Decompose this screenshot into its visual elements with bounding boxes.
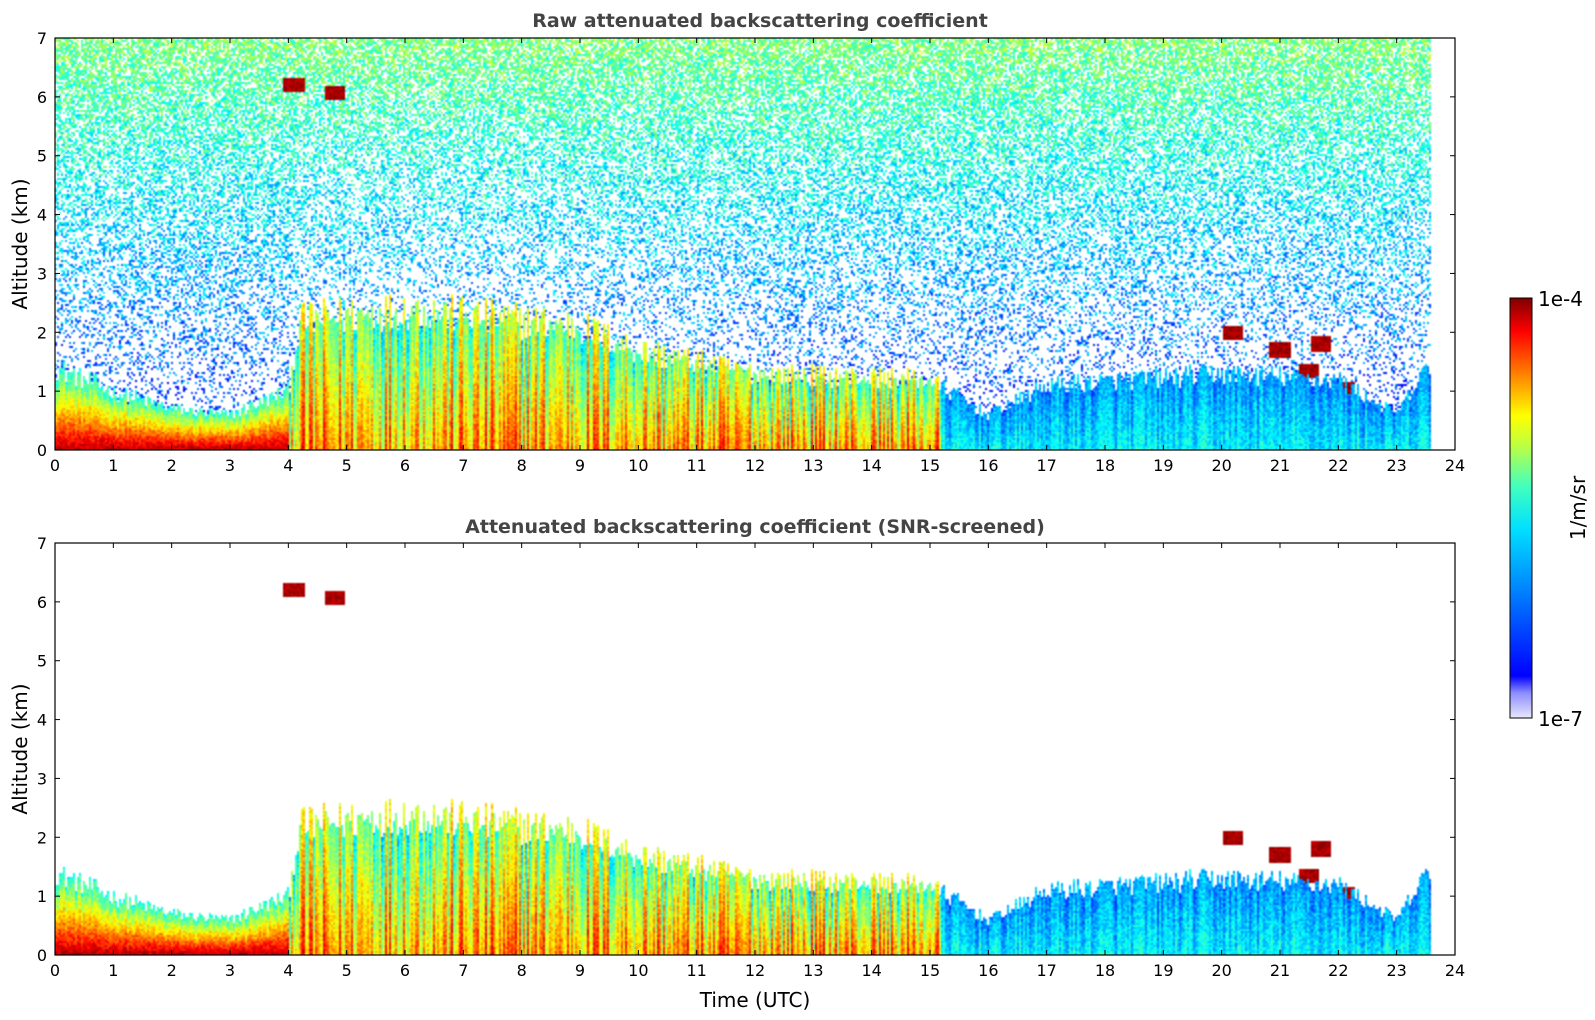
x-tick-label: 0	[50, 961, 60, 980]
x-tick-label: 2	[167, 456, 177, 475]
x-tick-label: 10	[628, 961, 648, 980]
y-tick-label: 0	[37, 441, 47, 460]
x-tick-label: 23	[1386, 456, 1406, 475]
x-tick-label: 17	[1036, 456, 1056, 475]
y-axis: 0 1 2 3 4 5 6 7	[37, 534, 1455, 965]
screened-backscatter-panel: Attenuated backscattering coefficient (S…	[8, 516, 1465, 1012]
chart-title: Attenuated backscattering coefficient (S…	[465, 516, 1045, 538]
y-tick-label: 2	[37, 828, 47, 847]
y-tick-label: 0	[37, 946, 47, 965]
y-tick-label: 5	[37, 147, 47, 166]
colorbar-min-label: 1e-7	[1538, 707, 1583, 731]
x-tick-label: 5	[342, 961, 352, 980]
x-tick-label: 24	[1445, 961, 1465, 980]
x-axis: 0 1 2 3 4 5 6 7 8 9 10 11 12 13 14 15 16 17 18 19 20 21 22 23 24	[50, 38, 1465, 475]
x-tick-label: 21	[1270, 456, 1290, 475]
y-tick-label: 5	[37, 652, 47, 671]
x-tick-label: 8	[517, 961, 527, 980]
y-tick-label: 4	[37, 711, 47, 730]
x-tick-label: 7	[458, 961, 468, 980]
x-tick-label: 6	[400, 961, 410, 980]
colorbar-unit-label: 1/m/sr	[1566, 475, 1590, 540]
x-tick-label: 20	[1211, 961, 1231, 980]
colorbar-max-label: 1e-4	[1538, 287, 1583, 311]
x-tick-label: 2	[167, 961, 177, 980]
x-tick-label: 24	[1445, 456, 1465, 475]
x-tick-label: 7	[458, 456, 468, 475]
y-tick-label: 1	[37, 382, 47, 401]
x-tick-label: 15	[920, 961, 940, 980]
x-tick-label: 19	[1153, 456, 1173, 475]
x-tick-label: 11	[686, 961, 706, 980]
y-tick-label: 4	[37, 206, 47, 225]
x-tick-label: 4	[283, 961, 293, 980]
x-tick-label: 4	[283, 456, 293, 475]
x-tick-label: 16	[978, 456, 998, 475]
y-tick-label: 2	[37, 323, 47, 342]
x-tick-label: 0	[50, 456, 60, 475]
x-tick-label: 10	[628, 456, 648, 475]
y-tick-label: 7	[37, 534, 47, 553]
y-tick-label: 1	[37, 887, 47, 906]
y-axis: 0 1 2 3 4 5 6 7	[37, 29, 1455, 460]
x-tick-label: 1	[108, 456, 118, 475]
colorbar-gradient	[1509, 297, 1533, 719]
x-tick-label: 17	[1036, 961, 1056, 980]
x-tick-label: 14	[861, 456, 881, 475]
y-tick-label: 3	[37, 769, 47, 788]
x-tick-label: 18	[1095, 961, 1115, 980]
x-tick-label: 19	[1153, 961, 1173, 980]
x-tick-label: 8	[517, 456, 527, 475]
colorbar: 1e-4 1e-7 1/m/sr	[1509, 287, 1590, 731]
x-tick-label: 12	[745, 961, 765, 980]
x-tick-label: 22	[1328, 456, 1348, 475]
x-tick-label: 3	[225, 456, 235, 475]
x-tick-label: 11	[686, 456, 706, 475]
y-tick-label: 7	[37, 29, 47, 48]
x-tick-label: 16	[978, 961, 998, 980]
x-tick-label: 13	[803, 456, 823, 475]
x-tick-label: 9	[575, 456, 585, 475]
x-tick-label: 20	[1211, 456, 1231, 475]
x-tick-label: 6	[400, 456, 410, 475]
x-tick-label: 21	[1270, 961, 1290, 980]
y-axis-label: Altitude (km)	[8, 178, 32, 309]
screened-backscatter-heatmap	[55, 543, 1455, 955]
x-tick-label: 9	[575, 961, 585, 980]
x-axis: 0 1 2 3 4 5 6 7 8 9 10 11 12 13 14 15 16 17 18 19 20 21 22 23 24	[50, 543, 1465, 980]
x-tick-label: 5	[342, 456, 352, 475]
y-tick-label: 6	[37, 88, 47, 107]
x-tick-label: 3	[225, 961, 235, 980]
x-tick-label: 18	[1095, 456, 1115, 475]
x-tick-label: 14	[861, 961, 881, 980]
x-tick-label: 23	[1386, 961, 1406, 980]
x-tick-label: 12	[745, 456, 765, 475]
x-axis-label: Time (UTC)	[699, 988, 811, 1012]
y-tick-label: 3	[37, 264, 47, 283]
x-tick-label: 13	[803, 961, 823, 980]
x-tick-label: 22	[1328, 961, 1348, 980]
x-tick-label: 1	[108, 961, 118, 980]
chart-title: Raw attenuated backscattering coefficien…	[532, 10, 988, 32]
raw-backscatter-heatmap	[55, 38, 1455, 450]
y-axis-label: Altitude (km)	[8, 683, 32, 814]
raw-backscatter-panel: Raw attenuated backscattering coefficien…	[8, 10, 1465, 475]
x-tick-label: 15	[920, 456, 940, 475]
y-tick-label: 6	[37, 593, 47, 612]
